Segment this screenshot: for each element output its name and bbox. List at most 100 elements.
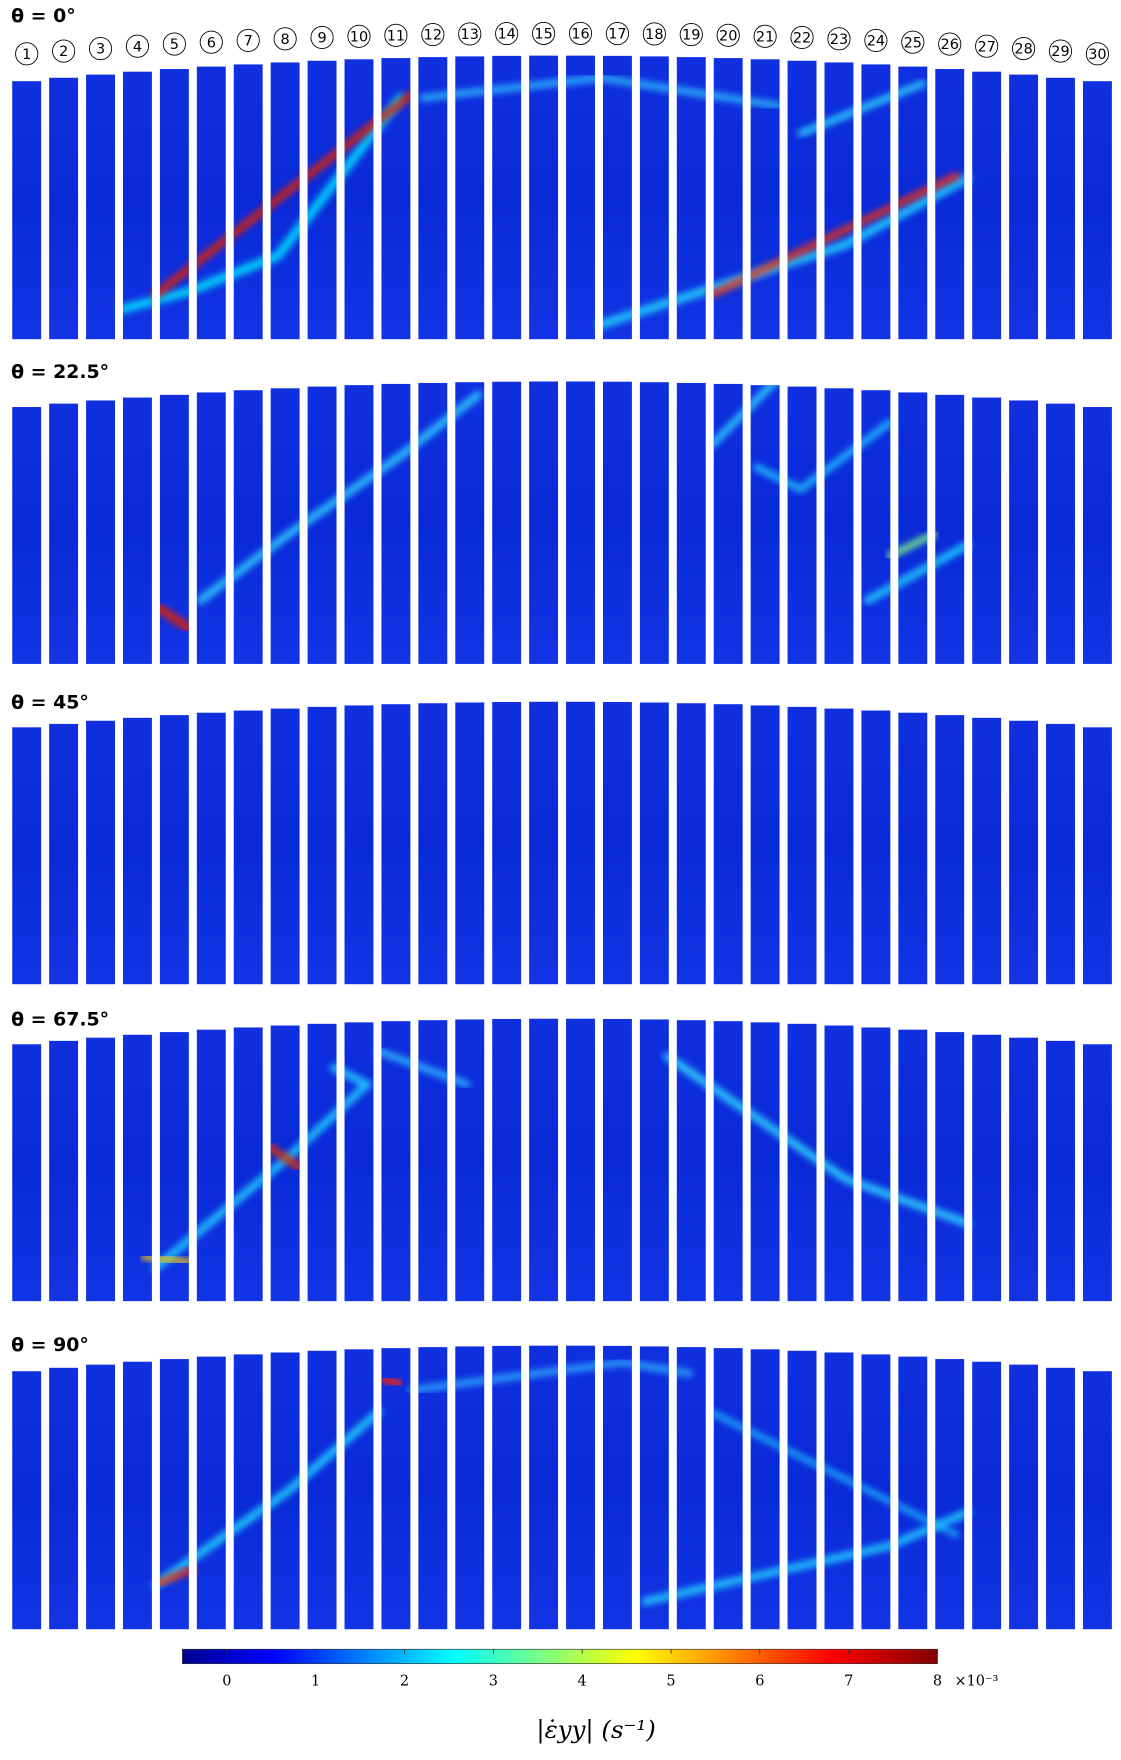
specimen-strip xyxy=(344,59,374,340)
specimen-number: 27 xyxy=(977,39,995,55)
specimen-strip xyxy=(159,1359,189,1630)
number-circle xyxy=(236,28,260,52)
number-circle xyxy=(88,37,113,61)
specimen-strip xyxy=(86,1364,115,1630)
panel: θ = 22.5° xyxy=(11,361,1112,664)
colorbar: ×10⁻³ |ε̇yy| (s⁻¹) 0 1 2 3 4 5 6 7 8 xyxy=(182,1648,999,1745)
strain-band xyxy=(708,1409,960,1538)
specimen-strip xyxy=(123,397,152,664)
specimen-strip xyxy=(49,77,79,340)
number-circle xyxy=(384,23,408,47)
specimen-strip xyxy=(455,56,485,340)
specimen-strip xyxy=(307,386,337,664)
specimen-strip xyxy=(123,1034,152,1302)
panel-title: θ = 45° xyxy=(11,691,89,713)
colorbar-tick-label: 6 xyxy=(755,1673,764,1689)
specimen-strip xyxy=(492,1018,522,1302)
specimen-strip xyxy=(1009,74,1039,340)
specimen-numbers: 1 2 3 4 5 6 7 8 9 10 11 12 13 14 15 16 17 18 19 20 21 22 23 24 2… xyxy=(15,21,1109,66)
specimen-strip xyxy=(529,381,559,664)
specimen-strip xyxy=(529,55,559,340)
specimen-strip xyxy=(1009,1037,1039,1302)
specimen-strip xyxy=(824,388,854,664)
specimen-number: 6 xyxy=(207,35,216,51)
number-circle xyxy=(864,28,888,52)
number-circle xyxy=(716,23,740,47)
specimen-strip xyxy=(972,1034,1002,1302)
specimen-strip xyxy=(972,1361,1002,1630)
specimen-strip xyxy=(307,1350,337,1630)
specimen-strip xyxy=(713,704,743,985)
colorbar-tick-label: 4 xyxy=(578,1673,587,1689)
specimen-strip xyxy=(676,382,706,664)
number-circle xyxy=(679,22,703,47)
number-circle xyxy=(421,22,445,47)
specimen-strip xyxy=(492,381,522,664)
specimen-strip xyxy=(233,1354,263,1630)
specimen-strip xyxy=(972,717,1002,985)
specimen-strip xyxy=(455,382,485,664)
specimen-strip xyxy=(750,705,780,985)
specimen-number: 30 xyxy=(1088,47,1106,63)
specimen-strip xyxy=(566,1018,595,1302)
specimen-strip xyxy=(713,1021,743,1302)
specimen-strip xyxy=(270,708,300,985)
specimen-strip xyxy=(566,55,595,340)
number-circle xyxy=(1085,42,1109,66)
number-circle xyxy=(273,27,297,51)
number-circle xyxy=(52,39,76,63)
specimen-strip xyxy=(123,71,152,340)
specimen-strip xyxy=(935,394,965,664)
specimen-strip xyxy=(602,381,632,664)
panel-title: θ = 67.5° xyxy=(11,1008,109,1030)
strain-band xyxy=(708,172,960,299)
number-circle xyxy=(790,25,814,50)
specimen-strip xyxy=(1046,723,1075,985)
number-circle xyxy=(753,24,777,48)
number-circle xyxy=(1048,39,1073,63)
specimen-strip xyxy=(455,702,485,985)
specimen-number: 17 xyxy=(608,27,626,43)
panels: θ = 0°θ = 22.5°θ = 45°θ = 67.5°θ = 90°1 2… xyxy=(11,5,1112,1630)
specimen-strip xyxy=(49,723,79,985)
specimen-number: 29 xyxy=(1051,44,1069,60)
number-circle xyxy=(15,42,39,66)
number-circle xyxy=(568,21,593,45)
specimen-strip xyxy=(196,1356,226,1630)
number-circle xyxy=(532,21,556,45)
specimen-strip xyxy=(824,708,854,985)
specimen-strip xyxy=(381,1348,411,1630)
number-circle xyxy=(605,22,630,46)
specimen-strip xyxy=(49,1040,79,1302)
specimen-strip xyxy=(159,715,189,985)
specimen-strip xyxy=(49,1367,79,1630)
specimen-strip xyxy=(492,1345,522,1630)
specimen-strip xyxy=(898,712,928,985)
specimen-strip xyxy=(1009,720,1039,985)
specimen-strip xyxy=(750,1349,780,1630)
specimen-number: 28 xyxy=(1014,42,1032,58)
number-circle xyxy=(642,22,666,46)
specimen-strip xyxy=(86,720,115,985)
specimen-strip xyxy=(1082,1044,1112,1302)
number-circle xyxy=(975,34,999,58)
colorbar-tick-label: 7 xyxy=(844,1673,853,1689)
specimen-strip xyxy=(529,1345,559,1630)
specimen-number: 1 xyxy=(22,47,31,63)
specimen-strip xyxy=(1082,727,1112,985)
specimen-number: 13 xyxy=(461,27,479,43)
number-circle xyxy=(310,25,334,50)
specimen-strip xyxy=(233,1027,263,1302)
number-circle xyxy=(125,34,150,58)
panel: θ = 45° xyxy=(11,691,1112,985)
specimen-strip xyxy=(529,1018,559,1302)
specimen-strip xyxy=(529,701,559,985)
specimen-strip xyxy=(233,710,263,985)
specimen-strip xyxy=(602,702,632,985)
specimen-strip xyxy=(344,1349,374,1630)
specimen-strip xyxy=(787,706,817,985)
strain-band xyxy=(151,1408,383,1589)
colorbar-tick-label: 5 xyxy=(666,1673,675,1689)
colorbar-tick-label: 0 xyxy=(222,1673,231,1689)
